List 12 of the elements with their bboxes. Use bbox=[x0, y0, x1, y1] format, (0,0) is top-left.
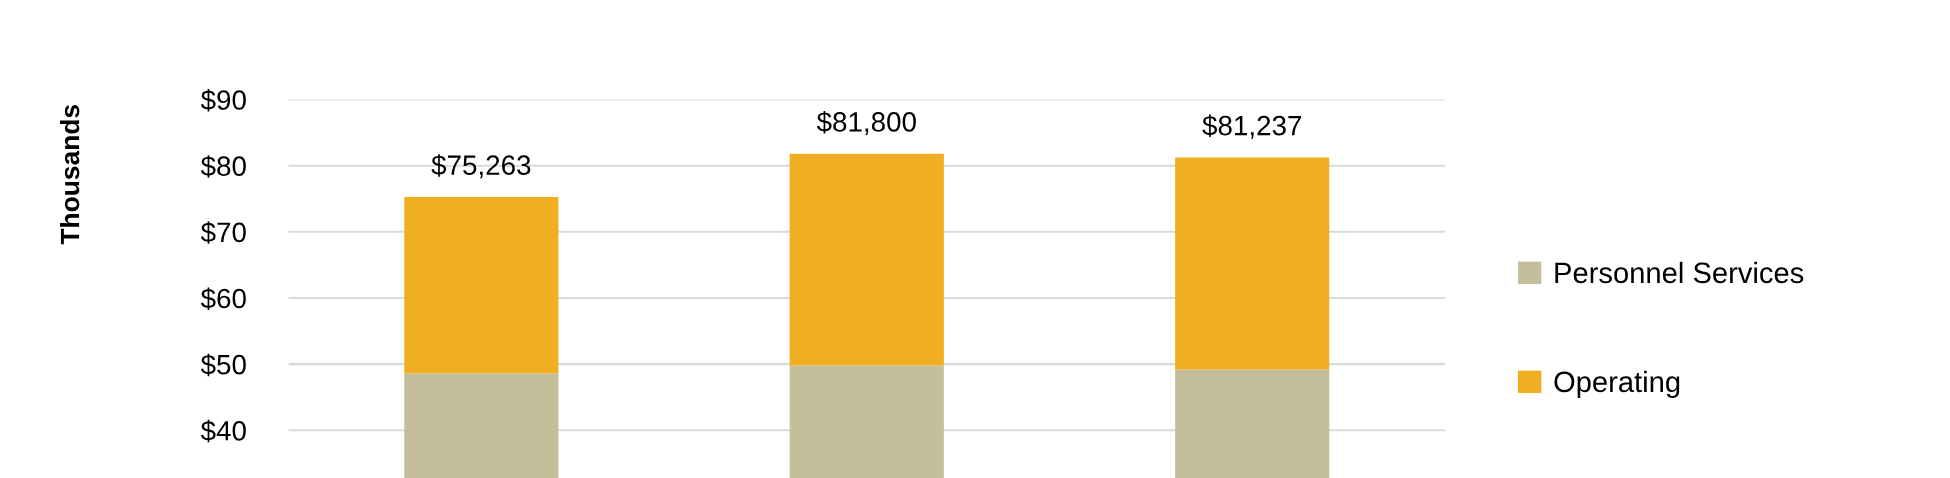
legend-label: Personnel Services bbox=[1555, 261, 1804, 284]
y-tick-label: $60 bbox=[200, 287, 246, 310]
y-tick-label: $80 bbox=[200, 155, 246, 178]
y-tick-label: $90 bbox=[200, 89, 246, 112]
legend-label: Operating bbox=[1554, 370, 1680, 398]
total-label: $81,800 bbox=[816, 110, 916, 136]
total-label: $81,237 bbox=[1202, 114, 1302, 139]
total-label: $75,263 bbox=[431, 154, 531, 179]
y-axis-title: Thousands bbox=[59, 104, 80, 245]
y-tick-label: $50 bbox=[200, 353, 246, 377]
y-tick-label: $70 bbox=[200, 221, 246, 244]
y-tick-label: $40 bbox=[200, 419, 246, 443]
